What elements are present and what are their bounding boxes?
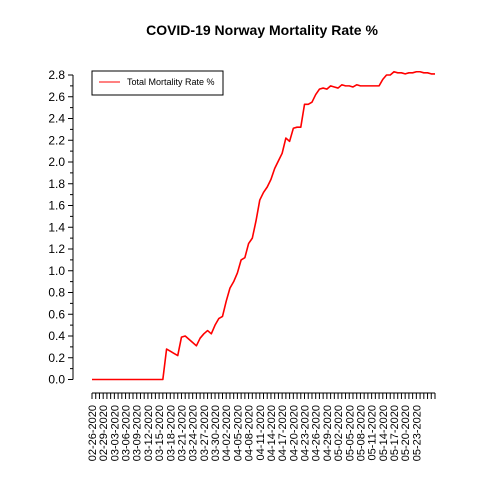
x-tick-label: 03-21-2020 bbox=[176, 405, 188, 461]
x-tick-label: 03-03-2020 bbox=[109, 405, 121, 461]
x-tick-label: 04-23-2020 bbox=[300, 405, 312, 461]
x-tick-label: 04-14-2020 bbox=[266, 405, 278, 461]
x-tick-label: 04-08-2020 bbox=[244, 405, 256, 461]
y-axis: 0.0 0.2 0.4 0.6 0.8 1.0 1.2 1.4 1.6 1.8 2.0 2.2 2.4 2… bbox=[48, 68, 74, 387]
y-tick-label: 0.0 bbox=[48, 373, 65, 387]
x-tick-label: 03-30-2020 bbox=[210, 405, 222, 461]
x-tick-label: 04-05-2020 bbox=[232, 405, 244, 461]
y-tick-label: 2.8 bbox=[48, 68, 65, 82]
legend: Total Mortality Rate % bbox=[91, 70, 224, 96]
y-tick-label: 0.2 bbox=[48, 351, 65, 365]
y-tick-label: 1.6 bbox=[48, 199, 65, 213]
y-tick-label: 0.4 bbox=[48, 329, 65, 343]
legend-box bbox=[91, 70, 224, 96]
x-tick-label: 04-17-2020 bbox=[277, 405, 289, 461]
x-tick-label: 04-26-2020 bbox=[311, 405, 323, 461]
y-tick-label: 1.4 bbox=[48, 220, 65, 234]
x-tick-label: 04-02-2020 bbox=[221, 405, 233, 461]
x-tick-label: 05-08-2020 bbox=[355, 405, 367, 461]
x-tick-label: 03-18-2020 bbox=[165, 405, 177, 461]
x-axis: 02-26-2020 02-29-2020 03-03-2020 03-06-2020… bbox=[87, 392, 436, 461]
x-tick-label: 03-06-2020 bbox=[121, 405, 133, 461]
y-tick-label: 2.0 bbox=[48, 155, 65, 169]
x-tick-label: 04-11-2020 bbox=[255, 405, 267, 460]
x-tick-label: 04-29-2020 bbox=[322, 405, 334, 461]
y-tick-label: 2.2 bbox=[48, 133, 65, 147]
y-tick-label: 2.4 bbox=[48, 112, 65, 126]
x-tick-label: 05-05-2020 bbox=[344, 405, 356, 461]
x-tick-label: 05-23-2020 bbox=[411, 405, 423, 461]
legend-label: Total Mortality Rate % bbox=[127, 77, 215, 87]
x-tick-label: 03-12-2020 bbox=[143, 405, 155, 461]
x-tick-label: 05-17-2020 bbox=[389, 405, 401, 461]
y-tick-label: 0.8 bbox=[48, 286, 65, 300]
y-tick-label: 2.6 bbox=[48, 90, 65, 104]
x-tick-label: 02-29-2020 bbox=[98, 405, 110, 461]
y-tick-label: 1.0 bbox=[48, 264, 65, 278]
x-tick-label: 03-09-2020 bbox=[132, 405, 144, 461]
x-tick-label: 05-11-2020 bbox=[367, 405, 379, 460]
y-tick-label: 1.8 bbox=[48, 177, 65, 191]
x-tick-label: 03-15-2020 bbox=[154, 405, 166, 461]
chart-title: COVID-19 Norway Mortality Rate % bbox=[146, 22, 378, 38]
series-line-total-mortality-rate bbox=[92, 70, 435, 381]
x-tick-label: 05-02-2020 bbox=[333, 405, 345, 461]
x-tick-label: 05-14-2020 bbox=[378, 405, 390, 461]
y-tick-label: 1.2 bbox=[48, 242, 65, 256]
y-tick-label: 0.6 bbox=[48, 307, 65, 321]
x-tick-label: 03-24-2020 bbox=[188, 405, 200, 461]
x-tick-label: 02-26-2020 bbox=[87, 405, 99, 461]
x-tick-label: 04-20-2020 bbox=[288, 405, 300, 461]
x-tick-label: 05-20-2020 bbox=[400, 405, 412, 461]
x-tick-label: 03-27-2020 bbox=[199, 405, 211, 461]
plot-area bbox=[92, 70, 435, 381]
